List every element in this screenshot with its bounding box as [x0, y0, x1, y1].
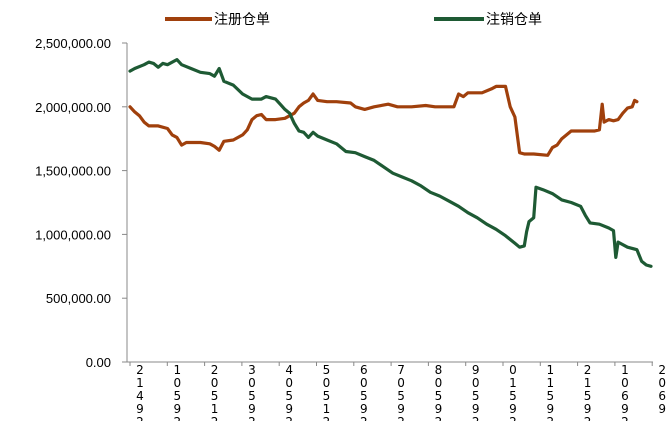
series-line-cancelled: [128, 58, 653, 268]
x-tick-label: 50512: [323, 363, 331, 421]
x-tick-label: 01592: [509, 363, 517, 421]
x-tick-label: 60592: [360, 363, 368, 421]
y-tick-label: 1,500,000.00: [35, 164, 111, 179]
chart-axes: 0.00 500,000.00 1,000,000.00 1,500,000.00 2,…: [35, 36, 666, 421]
x-tick-label: 80592: [435, 363, 443, 421]
chart-series: [128, 58, 653, 268]
x-tick-label: 30592: [248, 363, 256, 421]
chart-legend: 注册仓单 注销仓单: [165, 12, 542, 28]
y-tick-label: 2,500,000.00: [35, 36, 111, 51]
x-tick-label: 20512: [211, 363, 219, 421]
x-tick-label: 40592: [285, 363, 293, 421]
y-tick-label: 1,000,000.00: [35, 227, 111, 242]
y-tick-label: 500,000.00: [46, 291, 111, 306]
x-tick-label: 21492: [136, 363, 144, 421]
legend-label-registered: 注册仓单: [214, 12, 270, 28]
series-line-registered: [128, 84, 639, 157]
y-tick-label: 0.00: [86, 355, 111, 370]
legend-label-cancelled: 注销仓单: [486, 12, 542, 28]
x-tick-label: 90592: [472, 363, 480, 421]
x-tick-label: 21592: [584, 363, 592, 421]
x-tick-label: 70592: [397, 363, 405, 421]
y-tick-label: 2,000,000.00: [35, 100, 111, 115]
